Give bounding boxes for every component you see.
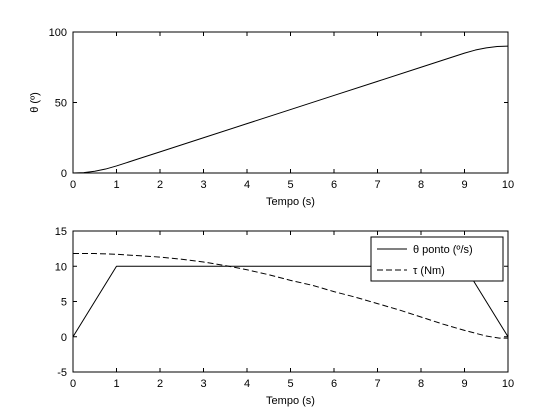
x-tick-label: 2 [157,179,163,191]
x-tick-label: 7 [374,179,380,191]
series-line-torque [73,253,508,339]
axes-frame [72,230,509,373]
plot-area [73,32,508,173]
x-tick-label: 7 [374,378,380,390]
series-line-velocity [72,265,509,338]
x-tick-label: 0 [70,179,76,191]
y-axis-label: θ (º) [29,92,41,113]
x-tick-label: 4 [244,378,250,390]
x-tick-label: 3 [200,179,206,191]
series-line-angle [72,45,509,174]
y-tick-label: 15 [55,226,67,238]
x-tick-label: 2 [157,378,163,390]
x-tick-label: 6 [331,378,337,390]
x-axis-label: Tempo (s) [266,196,315,208]
y-tick-label: -5 [57,367,67,379]
series-layer [72,253,509,339]
y-tick-label: 10 [55,261,67,273]
x-tick-label: 1 [113,378,119,390]
x-tick-label: 3 [200,378,206,390]
x-tick-label: 5 [287,378,293,390]
x-tick-label: 0 [70,378,76,390]
x-tick-label: 1 [113,179,119,191]
x-tick-label: 5 [287,179,293,191]
y-tick-label: 50 [55,98,67,110]
x-tick-label: 9 [461,378,467,390]
axes-frame [72,31,509,174]
y-tick-label: 0 [61,332,67,344]
legend-label-velocity: θ ponto (º/s) [413,244,473,256]
x-tick-label: 4 [244,179,250,191]
legend-box [370,236,504,282]
x-tick-label: 8 [418,179,424,191]
x-tick-label: 10 [502,378,514,390]
x-tick-label: 6 [331,179,337,191]
y-tick-label: 0 [61,168,67,180]
y-tick-label: 5 [61,297,67,309]
legend-label-torque: τ (Nm) [413,265,445,277]
series-layer [72,45,509,174]
legend: θ ponto (º/s) τ (Nm) [370,236,504,282]
x-tick-label: 8 [418,378,424,390]
x-tick-label: 9 [461,179,467,191]
y-tick-label: 100 [49,27,67,39]
x-tick-label: 10 [502,179,514,191]
x-axis-label: Tempo (s) [266,395,315,407]
